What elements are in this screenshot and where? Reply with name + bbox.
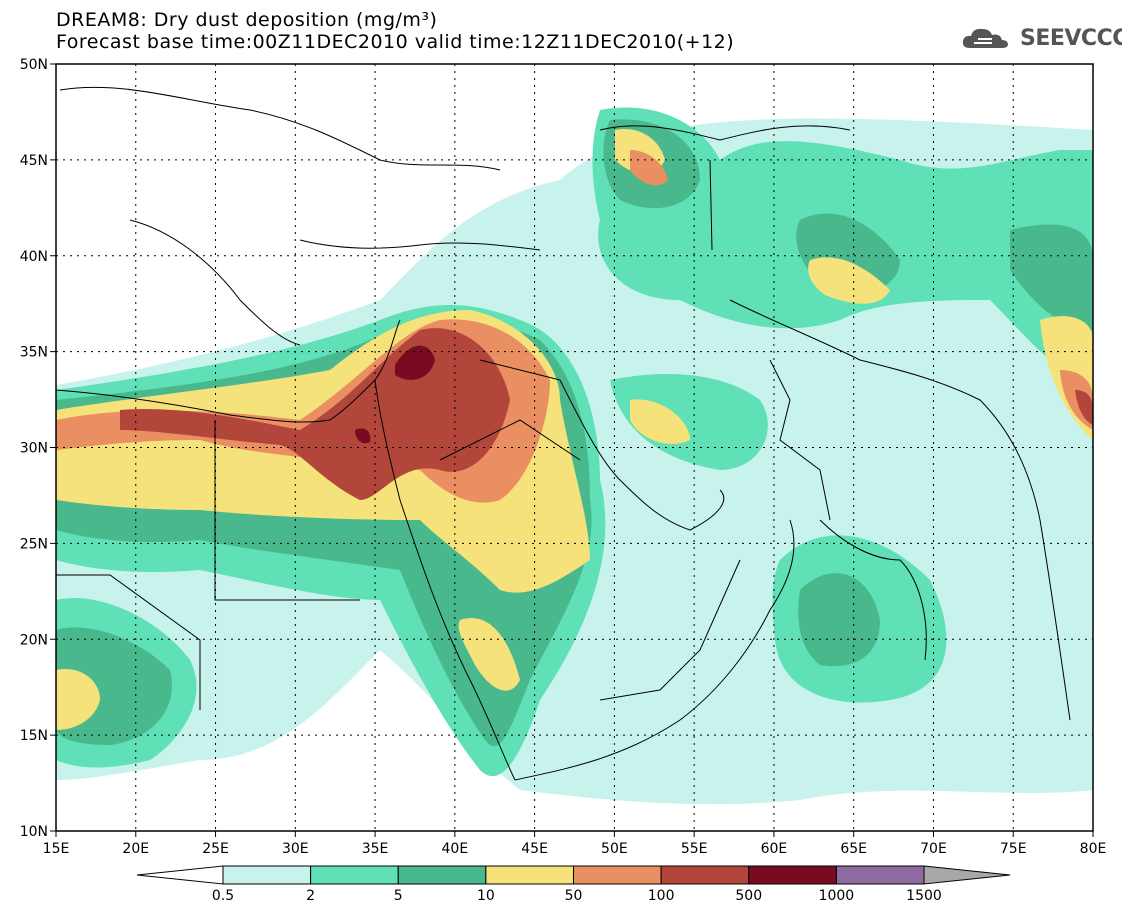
colorbar-label: 0.5 [212,888,234,904]
colorbar-label: 500 [735,888,762,904]
map-subtitle: Forecast base time:00Z11DEC2010 valid ti… [56,31,735,53]
colorbar-segment [660,865,750,885]
lon-label: 50E [601,841,628,857]
lon-label: 20E [122,841,149,857]
colorbar-label: 2 [306,888,315,904]
lat-label: 35N [20,345,48,361]
cloud-icon [962,28,1008,48]
lon-label: 70E [920,841,947,857]
lon-label: 30E [282,841,309,857]
lon-label: 25E [202,841,229,857]
colorbar-segment [222,865,312,885]
lon-label: 65E [840,841,867,857]
colorbar: 0.5 2 5 10 50 100 500 1000 1500 [136,865,1011,904]
coastlines [56,86,1071,781]
lat-label: 10N [20,824,48,840]
lon-label: 75E [1000,841,1027,857]
lat-label: 45N [20,153,48,169]
lon-label: 80E [1080,841,1107,857]
colorbar-label: 1000 [819,888,855,904]
colorbar-segment [835,865,925,885]
lon-label: 45E [521,841,548,857]
lon-label: 55E [681,841,708,857]
logo-text: SEEVCCC [1020,25,1122,51]
colorbar-segment [485,865,574,885]
lat-label: 15N [20,728,48,744]
colorbar-label: 5 [394,888,403,904]
lon-label: 35E [362,841,389,857]
colorbar-label: 1500 [906,888,942,904]
map-title: DREAM8: Dry dust deposition (mg/m³) [56,9,438,31]
lat-label: 40N [20,249,48,265]
latitude-labels: 50N 45N 40N 35N 30N 25N 20N 15N 10N [20,57,56,840]
graticule [56,64,1093,831]
colorbar-label: 10 [477,888,495,904]
dust-level-500-1000 [355,345,435,444]
dust-field [56,107,1093,805]
lat-label: 50N [20,57,48,73]
lon-label: 40E [442,841,469,857]
colorbar-over-triangle [923,865,1011,885]
colorbar-segment [573,865,662,885]
colorbar-segment [310,865,399,885]
longitude-labels: 15E 20E 25E 30E 35E 40E 45E 50E 55E 60E 65E 70E 75E 8… [43,831,1107,857]
lat-label: 20N [20,632,48,648]
colorbar-segment [397,865,487,885]
lon-label: 60E [761,841,788,857]
lon-label: 15E [43,841,70,857]
colorbar-label: 100 [648,888,675,904]
seevccc-logo: SEEVCCC [960,24,1122,52]
colorbar-segment [748,865,837,885]
lat-label: 25N [20,536,48,552]
lat-label: 30N [20,441,48,457]
colorbar-label: 50 [565,888,583,904]
colorbar-under-triangle [136,865,224,885]
